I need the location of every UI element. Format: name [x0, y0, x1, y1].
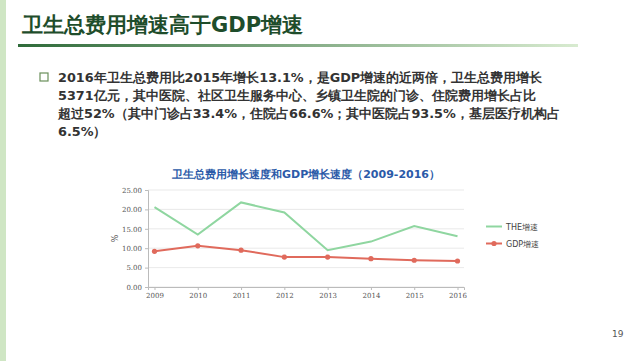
- y-tick: 5.00: [126, 264, 148, 272]
- x-tick-label: 2011: [233, 292, 251, 300]
- y-tick: 15.00: [122, 226, 148, 234]
- y-axis-title: %: [111, 234, 120, 242]
- y-axis: 0.00 5.00 10.00 15.00 20.00 25.00: [122, 187, 149, 292]
- y-tick-label: 25.00: [122, 187, 142, 195]
- bullet-line: 超过52%（其中门诊占33.4%，住院占66.6%；其中医院占93.5%，基层医…: [57, 106, 560, 121]
- y-tick-mark: [145, 229, 148, 230]
- series-marker: [412, 258, 417, 263]
- legend-item: THE增速: [486, 223, 538, 232]
- x-tick: 2016: [449, 287, 467, 300]
- x-tick: 2010: [189, 287, 207, 300]
- slide-title: 卫生总费用增速高于GDP增速: [21, 13, 303, 37]
- series-line: [154, 202, 457, 250]
- x-tick-label: 2009: [146, 292, 164, 300]
- x-tick-label: 2012: [276, 292, 294, 300]
- x-tick: 2009: [146, 287, 164, 300]
- bullet-line: 6.5%）: [58, 124, 107, 139]
- y-tick: 0.00: [126, 284, 148, 292]
- series-line: [154, 246, 457, 261]
- x-axis: 2009 2010 2011 2012 2013 2014 2015 2016: [146, 287, 467, 300]
- plot: 0.00 5.00 10.00 15.00 20.00 25.00 2009 2010 2011…: [122, 187, 468, 300]
- y-tick: 20.00: [122, 206, 148, 214]
- x-tick: 2013: [319, 287, 337, 300]
- series-marker: [282, 255, 287, 260]
- legend-label: THE增速: [505, 223, 538, 232]
- x-tick-mark: [458, 287, 459, 290]
- x-tick-mark: [198, 287, 199, 290]
- y-tick-label: 0.00: [126, 284, 142, 292]
- x-tick: 2014: [363, 287, 381, 300]
- bullet-line: 5371亿元，其中医院、社区卫生服务中心、乡镇卫生院的门诊、住院费用增长占比: [58, 88, 536, 103]
- y-axis-line: [145, 191, 149, 288]
- series-marker: [152, 249, 157, 254]
- y-tick-mark: [145, 287, 148, 288]
- legend-swatch: [486, 226, 502, 228]
- y-tick-label: 10.00: [122, 245, 142, 253]
- series-marker: [238, 248, 243, 253]
- grid-line: [148, 209, 464, 210]
- legend-label: GDP增速: [506, 240, 539, 249]
- bullet-marker: [40, 73, 48, 81]
- bullet-line: 2016年卫生总费用比2015年增长13.1%，是GDP增速的近两倍，卫生总费用…: [58, 70, 543, 85]
- marks: [152, 202, 460, 263]
- y-tick-mark: [145, 209, 148, 210]
- y-tick-mark: [145, 248, 148, 249]
- x-tick-label: 2015: [406, 292, 424, 300]
- y-tick: 10.00: [122, 245, 148, 253]
- x-tick-mark: [414, 287, 415, 290]
- legend-item: GDP增速: [486, 240, 539, 249]
- series-marker: [455, 258, 460, 263]
- chart-title: 卫生总费用增长速度和GDP增长速度（2009-2016）: [171, 168, 440, 181]
- side-band: [0, 0, 6, 361]
- grid: [148, 190, 464, 287]
- x-tick-mark: [328, 287, 329, 290]
- page-number: 19: [612, 329, 624, 339]
- x-tick: 2012: [276, 287, 294, 300]
- y-tick-mark: [145, 268, 148, 269]
- x-tick: 2015: [406, 287, 424, 300]
- legend-marker: [491, 241, 496, 246]
- series-marker: [368, 256, 373, 261]
- grid-line: [148, 248, 464, 249]
- y-tick-label: 5.00: [126, 264, 142, 272]
- y-tick-label: 20.00: [122, 206, 142, 214]
- x-tick-label: 2013: [319, 292, 337, 300]
- y-tick-label: 15.00: [122, 226, 142, 234]
- x-tick-label: 2010: [189, 292, 207, 300]
- legend: THE增速 GDP增速: [486, 223, 539, 249]
- x-axis-line: [149, 288, 465, 291]
- grid-line: [148, 228, 464, 229]
- x-tick-label: 2014: [363, 292, 381, 300]
- x-tick-mark: [284, 287, 285, 290]
- series-marker: [325, 255, 330, 260]
- grid-line: [148, 190, 464, 191]
- x-tick: 2011: [233, 287, 251, 300]
- grid-line: [148, 267, 464, 268]
- title-rule: [18, 44, 578, 47]
- x-tick-label: 2016: [449, 292, 467, 300]
- series-marker: [195, 243, 200, 248]
- slide: 卫生总费用增速高于GDP增速 2016年卫生总费用比2015年增长13.1%，是G…: [0, 0, 640, 361]
- x-tick-mark: [241, 287, 242, 290]
- y-tick: 25.00: [122, 187, 148, 195]
- y-tick-mark: [145, 190, 148, 191]
- x-tick-mark: [154, 287, 155, 290]
- x-tick-mark: [371, 287, 372, 290]
